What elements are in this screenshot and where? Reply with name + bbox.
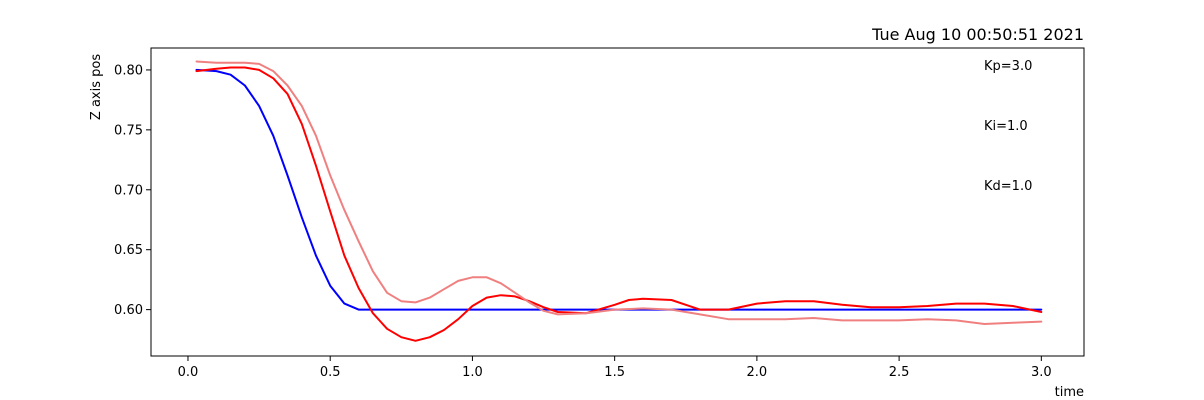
chart-title: Tue Aug 10 00:50:51 2021 bbox=[871, 25, 1084, 44]
y-tick-label: 0.65 bbox=[114, 243, 143, 258]
x-tick-label: 3.0 bbox=[1031, 365, 1052, 380]
x-tick-label: 0.5 bbox=[320, 365, 341, 380]
series-layer bbox=[195, 60, 1043, 342]
x-tick-label: 1.0 bbox=[462, 365, 483, 380]
x-tick-label: 0.0 bbox=[178, 365, 199, 380]
kd-annotation: Kd=1.0 bbox=[984, 179, 1032, 194]
y-tick-label: 0.75 bbox=[114, 123, 143, 138]
y-tick-label: 0.60 bbox=[114, 303, 143, 318]
x-axis-ticks: 0.0 0.5 1.0 1.5 2.0 2.5 3.0 bbox=[178, 356, 1052, 380]
kp-annotation: Kp=3.0 bbox=[984, 59, 1032, 74]
plot-frame bbox=[150, 47, 1085, 357]
x-tick-label: 2.5 bbox=[889, 365, 910, 380]
x-axis-label: time bbox=[1055, 385, 1084, 400]
y-tick-label: 0.80 bbox=[114, 63, 143, 78]
x-tick-label: 1.5 bbox=[604, 365, 625, 380]
series-line-1 bbox=[195, 66, 1043, 342]
series-line-0 bbox=[195, 68, 1043, 311]
series-line-2 bbox=[195, 60, 1043, 325]
y-tick-label: 0.70 bbox=[114, 183, 143, 198]
y-axis-label: Z axis pos bbox=[89, 54, 104, 120]
y-axis-ticks: 0.60 0.65 0.70 0.75 0.80 bbox=[114, 63, 151, 318]
x-tick-label: 2.0 bbox=[747, 365, 768, 380]
ki-annotation: Ki=1.0 bbox=[984, 119, 1028, 134]
